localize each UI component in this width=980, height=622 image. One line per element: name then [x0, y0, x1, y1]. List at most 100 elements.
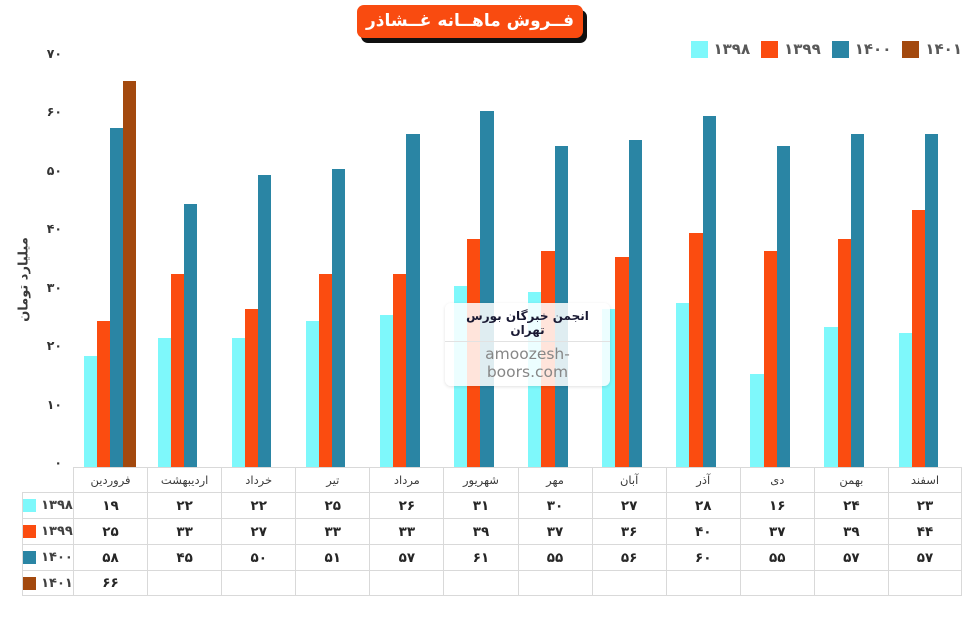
table-series-swatch-icon — [23, 551, 37, 564]
table-header-month: دی — [739, 467, 814, 492]
table-series-label: ۱۳۹۸ — [22, 492, 73, 518]
legend-label: ۱۴۰۰ — [854, 40, 892, 58]
bar-۱۳۹۹-month-5 — [393, 274, 407, 467]
bar-۱۴۰۰-month-11 — [850, 133, 865, 467]
table-value-cell — [665, 570, 740, 596]
bar-۱۳۹۸-month-10 — [750, 373, 764, 467]
plot-area — [83, 81, 939, 467]
legend: ۱۳۹۸ ۱۳۹۹ ۱۴۰۰ ۱۴۰۱ — [690, 39, 962, 59]
table-value-cell: ۵۷ — [887, 544, 962, 570]
bar-۱۴۰۰-month-4 — [332, 169, 346, 467]
bar-۱۴۰۰-month-2 — [184, 204, 198, 467]
legend-label: ۱۴۰۱ — [925, 40, 962, 58]
table-value-cell: ۶۱ — [443, 544, 518, 570]
table-value-cell: ۵۱ — [295, 544, 370, 570]
bar-۱۳۹۸-month-1 — [83, 355, 97, 467]
y-tick-label: ۷۰ — [46, 45, 62, 61]
bar-۱۴۰۰-month-1 — [110, 128, 124, 467]
table-corner-cell — [22, 467, 73, 492]
table-value-cell: ۲۳ — [887, 492, 962, 518]
table-value-cell: ۲۲ — [221, 492, 296, 518]
table-value-cell: ۵۵ — [517, 544, 592, 570]
bar-۱۳۹۹-month-8 — [615, 256, 629, 467]
legend-label: ۱۳۹۹ — [784, 40, 821, 58]
table-header-month: فروردین — [73, 467, 148, 492]
legend-item-2: ۱۳۹۹ — [761, 40, 821, 58]
legend-swatch-icon — [902, 40, 920, 58]
bar-۱۳۹۹-month-11 — [837, 239, 851, 467]
table-series-swatch-icon — [23, 525, 37, 538]
table-value-cell: ۲۲ — [147, 492, 222, 518]
bar-۱۴۰۱-month-1 — [123, 81, 137, 467]
table-value-cell: ۳۳ — [295, 518, 370, 544]
table-header-month: بهمن — [813, 467, 888, 492]
table-value-cell: ۳۳ — [369, 518, 444, 544]
bar-۱۴۰۰-month-10 — [776, 145, 790, 467]
table-series-swatch-icon — [23, 499, 37, 512]
table-value-cell — [813, 570, 888, 596]
y-tick-label: ۶۰ — [46, 104, 62, 120]
table-value-cell: ۱۶ — [739, 492, 814, 518]
watermark-url: amoozesh-boors.com — [445, 341, 610, 386]
y-tick-label: ۲۰ — [46, 338, 62, 354]
table-value-cell: ۳۹ — [813, 518, 888, 544]
bar-۱۳۹۸-month-12 — [898, 332, 912, 467]
bar-۱۳۹۹-month-9 — [689, 233, 703, 467]
legend-swatch-icon — [690, 40, 708, 58]
legend-item-4: ۱۴۰۱ — [902, 40, 962, 58]
table-value-cell: ۵۷ — [369, 544, 444, 570]
table-value-cell: ۳۱ — [443, 492, 518, 518]
table-value-cell — [369, 570, 444, 596]
table-series-label: ۱۳۹۹ — [22, 518, 73, 544]
bar-۱۴۰۰-month-12 — [924, 133, 939, 467]
table-header-month: تیر — [295, 467, 370, 492]
table-value-cell — [517, 570, 592, 596]
table-value-cell: ۲۵ — [295, 492, 370, 518]
table-value-cell — [221, 570, 296, 596]
table-value-cell — [591, 570, 666, 596]
table-value-cell: ۵۸ — [73, 544, 148, 570]
legend-label: ۱۳۹۸ — [713, 40, 751, 58]
table-value-cell — [443, 570, 518, 596]
bar-۱۳۹۹-month-3 — [245, 309, 259, 467]
bar-۱۳۹۸-month-4 — [305, 320, 320, 467]
bar-۱۴۰۰-month-5 — [406, 133, 420, 467]
table-series-name: ۱۴۰۱ — [41, 575, 73, 591]
chart-title: فــروش ماهــانه غــشاذر — [357, 5, 583, 38]
y-tick-label: ۰ — [54, 455, 62, 470]
table-value-cell: ۳۷ — [517, 518, 592, 544]
table-series-name: ۱۳۹۹ — [41, 524, 73, 539]
y-tick-label: ۴۰ — [46, 221, 62, 237]
table-header-month: شهریور — [443, 467, 518, 492]
bar-۱۴۰۰-month-3 — [258, 174, 272, 467]
table-series-name: ۱۳۹۸ — [41, 498, 73, 513]
table-header-month: آذر — [665, 467, 740, 492]
table-value-cell: ۶۶ — [73, 570, 148, 596]
table-value-cell — [739, 570, 814, 596]
bar-۱۳۹۸-month-11 — [824, 326, 838, 467]
table-series-swatch-icon — [23, 576, 37, 590]
table-series-label: ۱۴۰۱ — [22, 570, 73, 596]
table-value-cell: ۶۰ — [665, 544, 740, 570]
table-value-cell: ۲۴ — [813, 492, 888, 518]
bar-۱۴۰۰-month-9 — [702, 116, 716, 467]
legend-item-3: ۱۴۰۰ — [831, 40, 892, 58]
table-header-month: اسفند — [887, 467, 962, 492]
bar-۱۳۹۹-month-4 — [319, 274, 333, 467]
table-value-cell: ۴۵ — [147, 544, 222, 570]
table-value-cell: ۳۰ — [517, 492, 592, 518]
watermark: انجمن خبرگان بورس تهران amoozesh-boors.c… — [445, 303, 610, 386]
bar-۱۴۰۰-month-8 — [628, 139, 642, 467]
bar-۱۳۹۹-month-2 — [170, 274, 185, 467]
table-value-cell — [147, 570, 222, 596]
y-tick-label: ۱۰ — [46, 396, 62, 412]
table-value-cell: ۳۷ — [739, 518, 814, 544]
bar-۱۴۰۰-month-6 — [480, 110, 494, 467]
table-value-cell: ۲۵ — [73, 518, 148, 544]
table-value-cell: ۵۶ — [591, 544, 666, 570]
table-value-cell: ۳۳ — [147, 518, 222, 544]
bar-۱۳۹۸-month-9 — [676, 303, 690, 467]
bar-۱۳۹۹-month-1 — [96, 320, 111, 467]
table-value-cell: ۵۵ — [739, 544, 814, 570]
bar-۱۳۹۹-month-10 — [763, 250, 777, 467]
